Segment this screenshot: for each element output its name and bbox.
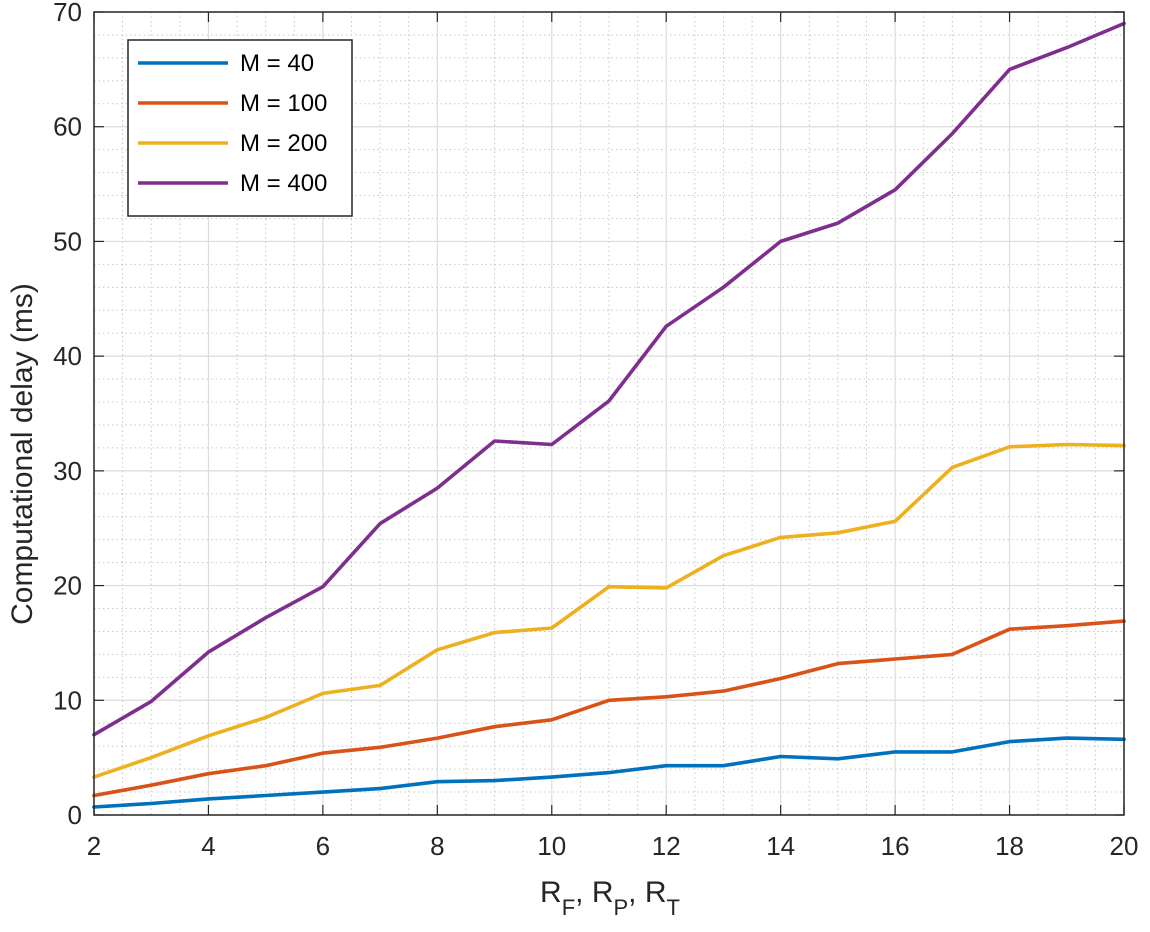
x-tick-label: 2 <box>87 831 101 861</box>
x-tick-label: 18 <box>995 831 1024 861</box>
legend-entry: M = 100 <box>240 90 327 117</box>
x-tick-label: 6 <box>316 831 330 861</box>
minor-grid <box>94 12 1124 815</box>
series-line-2 <box>92 619 1126 798</box>
x-axis-label-separator: , <box>575 876 592 909</box>
x-tick-label: 4 <box>201 831 215 861</box>
y-tick-labels: 0 10 20 30 40 50 60 70 <box>53 0 82 830</box>
x-axis-label: RF, RP, RT <box>540 876 680 920</box>
y-tick-label: 50 <box>53 226 82 256</box>
plot-frame <box>93 11 1125 816</box>
x-axis-label-subscript: P <box>613 895 628 920</box>
x-tick-label: 12 <box>652 831 681 861</box>
legend: M = 40 M = 100 M = 200 M = 400 <box>127 39 353 217</box>
y-tick-label: 10 <box>53 685 82 715</box>
y-tick-label: 60 <box>53 112 82 142</box>
series-line-4 <box>92 21 1126 737</box>
legend-entry: M = 400 <box>240 170 327 197</box>
x-axis-label-base: R <box>592 876 614 909</box>
x-axis-label-subscript: T <box>667 895 680 920</box>
x-tick-label: 20 <box>1110 831 1139 861</box>
y-tick-label: 70 <box>53 0 82 27</box>
x-tick-labels: 2 4 6 8 10 12 14 16 18 20 <box>87 831 1139 861</box>
series-line-1 <box>92 736 1126 809</box>
y-tick-label: 40 <box>53 341 82 371</box>
y-tick-label: 0 <box>68 800 82 830</box>
x-axis-label-base: R <box>645 876 667 909</box>
y-tick-label: 20 <box>53 571 82 601</box>
legend-entry: M = 200 <box>240 130 327 157</box>
x-axis-label-base: R <box>540 876 562 909</box>
x-tick-label: 10 <box>537 831 566 861</box>
x-axis-label-separator: , <box>628 876 645 909</box>
series-line-3 <box>92 442 1126 779</box>
x-tick-label: 16 <box>881 831 910 861</box>
y-axis-label: Computational delay (ms) <box>6 283 39 625</box>
x-axis-label-subscript: F <box>562 895 575 920</box>
legend-box <box>127 39 353 217</box>
axis-ticks <box>93 11 1125 816</box>
series-layer <box>92 21 1126 809</box>
x-tick-label: 8 <box>430 831 444 861</box>
x-tick-label: 14 <box>766 831 795 861</box>
legend-entry: M = 40 <box>240 50 314 77</box>
y-tick-label: 30 <box>53 456 82 486</box>
